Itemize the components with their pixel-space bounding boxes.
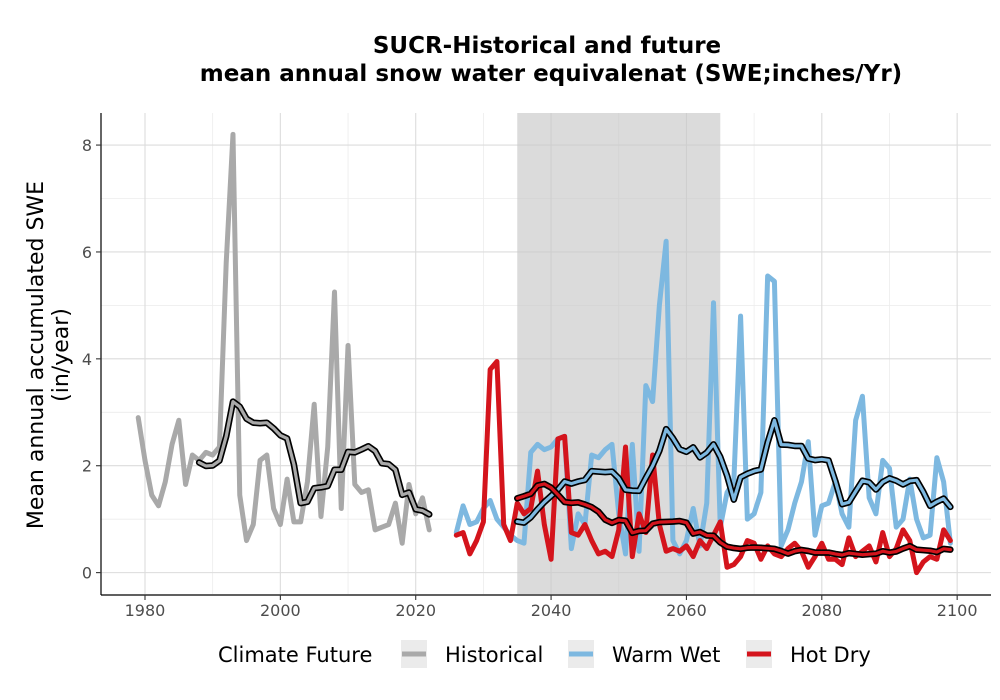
ticks: 1980 2000 2020 2040 2060 2080 2100 0 2 4 6 8 [82, 136, 978, 620]
y-tick-label: 2 [82, 457, 92, 476]
legend-item-hot-dry: Hot Dry [746, 640, 871, 668]
y-tick-label: 0 [82, 564, 92, 583]
y-tick-label: 4 [82, 350, 92, 369]
legend: Climate Future Historical Warm Wet Hot D… [218, 640, 871, 668]
series-line-historical [135, 131, 432, 546]
legend-label-warm-wet: Warm Wet [612, 643, 720, 667]
moving-average-historical [197, 400, 431, 516]
x-tick-label: 2060 [666, 601, 707, 620]
chart-subtitle: mean annual snow water equivalenat (SWE;… [200, 61, 902, 87]
chart-title: SUCR-Historical and future [373, 33, 721, 59]
x-tick-label: 2100 [937, 601, 978, 620]
y-axis-title-line1: Mean annual accumulated SWE [24, 181, 49, 529]
legend-item-historical: Historical [401, 640, 543, 668]
moving-average-hot-dry [515, 482, 952, 557]
x-tick-label: 2080 [801, 601, 842, 620]
moving-average-warm-wet [515, 418, 952, 525]
x-tick-label: 2000 [260, 601, 301, 620]
x-tick-label: 2040 [531, 601, 572, 620]
moving-average-layer [195, 398, 954, 559]
x-tick-label: 1980 [125, 601, 166, 620]
series-line-hot-dry [453, 359, 953, 576]
legend-title: Climate Future [218, 643, 372, 667]
legend-item-warm-wet: Warm Wet [568, 640, 720, 668]
legend-label-historical: Historical [445, 643, 543, 667]
legend-label-hot-dry: Hot Dry [790, 643, 871, 667]
y-tick-label: 6 [82, 243, 92, 262]
x-tick-label: 2020 [395, 601, 436, 620]
y-tick-label: 8 [82, 136, 92, 155]
y-axis-title-line2: (in/year) [49, 308, 74, 402]
